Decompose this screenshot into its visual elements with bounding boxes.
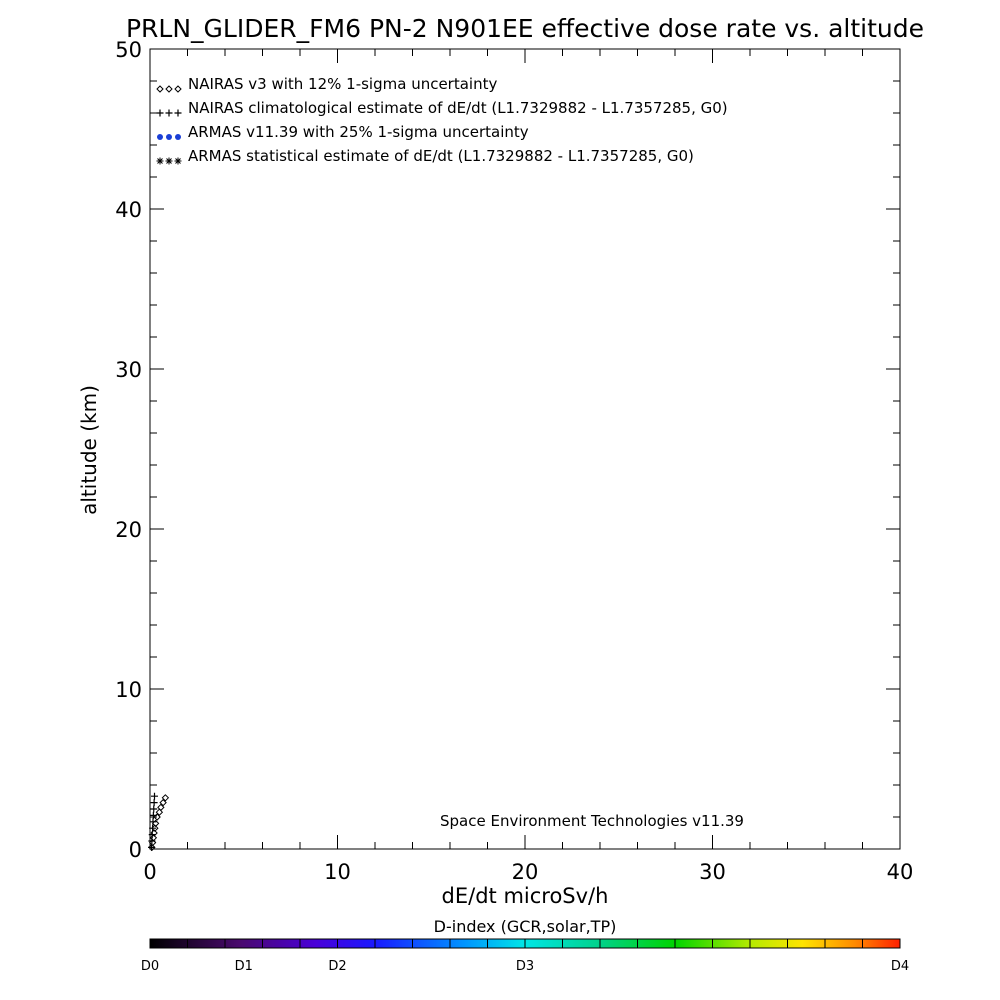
y-axis-label: altitude (km) bbox=[77, 385, 101, 515]
chart-title: PRLN_GLIDER_FM6 PN-2 N901EE effective do… bbox=[126, 14, 924, 43]
x-tick-label: 40 bbox=[887, 860, 914, 884]
data-point bbox=[159, 798, 167, 807]
colorbar-label: D3 bbox=[516, 959, 534, 974]
plot-frame bbox=[149, 48, 901, 850]
series-1 bbox=[148, 792, 158, 851]
legend-marker bbox=[156, 157, 164, 165]
y-tick-label: 10 bbox=[115, 678, 142, 702]
data-point bbox=[149, 824, 157, 832]
data-point bbox=[161, 794, 170, 802]
legend-entry-label: ARMAS v11.39 with 25% 1-sigma uncertaint… bbox=[188, 123, 529, 141]
y-tick-label: 40 bbox=[115, 198, 142, 222]
annotation-credit: Space Environment Technologies v11.39 bbox=[440, 812, 744, 830]
data-point bbox=[151, 792, 158, 800]
legend-marker bbox=[156, 109, 164, 117]
x-minor-ticks bbox=[187, 49, 863, 849]
data-point bbox=[151, 819, 160, 828]
colorbar-label: D1 bbox=[235, 959, 253, 974]
legend-marker bbox=[157, 134, 163, 140]
data-point bbox=[148, 837, 156, 845]
y-tick-label: 30 bbox=[115, 358, 142, 382]
colorbar-label: D0 bbox=[141, 959, 159, 974]
legend-marker bbox=[156, 85, 164, 93]
legend-marker bbox=[174, 109, 182, 117]
data-point bbox=[148, 831, 156, 839]
legend-entry-label: ARMAS statistical estimate of dE/dt (L1.… bbox=[188, 147, 694, 165]
colorbar-title: D-index (GCR,solar,TP) bbox=[434, 917, 617, 936]
legend-marker bbox=[175, 134, 181, 140]
y-tick-label: 50 bbox=[115, 38, 142, 62]
y-tick-label: 0 bbox=[129, 838, 142, 862]
x-tick-label: 30 bbox=[699, 860, 726, 884]
legend-marker bbox=[165, 109, 173, 117]
data-point bbox=[155, 808, 164, 816]
legend-marker bbox=[174, 157, 182, 165]
data-point bbox=[149, 811, 157, 819]
legend-marker bbox=[165, 85, 173, 93]
colorbar-label: D4 bbox=[891, 959, 909, 974]
legend-marker bbox=[174, 85, 182, 93]
data-point bbox=[150, 799, 158, 807]
y-minor-ticks bbox=[150, 80, 900, 818]
legend-entry-label: NAIRAS climatological estimate of dE/dt … bbox=[188, 99, 728, 117]
colorbar-ticks bbox=[149, 939, 901, 948]
colorbar-labels: D0 D1 D2 D3 D4 bbox=[141, 959, 909, 974]
legend-marker bbox=[166, 134, 172, 140]
legend-entry-label: NAIRAS v3 with 12% 1-sigma uncertainty bbox=[188, 75, 497, 93]
x-axis-label: dE/dt microSv/h bbox=[442, 884, 609, 908]
series-layer bbox=[148, 792, 170, 852]
data-point bbox=[148, 843, 155, 851]
data-point bbox=[149, 818, 157, 826]
legend: NAIRAS v3 with 12% 1-sigma uncertainty NA… bbox=[156, 75, 728, 165]
legend-marker bbox=[165, 157, 173, 165]
y-tick-label: 20 bbox=[115, 518, 142, 542]
data-point bbox=[150, 805, 158, 813]
x-major-ticks bbox=[149, 49, 901, 849]
x-tick-label: 0 bbox=[143, 860, 156, 884]
colorbar-label: D2 bbox=[328, 959, 346, 974]
x-tick-label: 20 bbox=[512, 860, 539, 884]
y-major-ticks bbox=[150, 48, 900, 850]
x-tick-labels: 0 10 20 30 40 bbox=[143, 860, 913, 884]
y-tick-labels: 0 10 20 30 40 50 bbox=[115, 38, 142, 862]
data-point bbox=[157, 803, 165, 812]
x-tick-label: 10 bbox=[324, 860, 351, 884]
